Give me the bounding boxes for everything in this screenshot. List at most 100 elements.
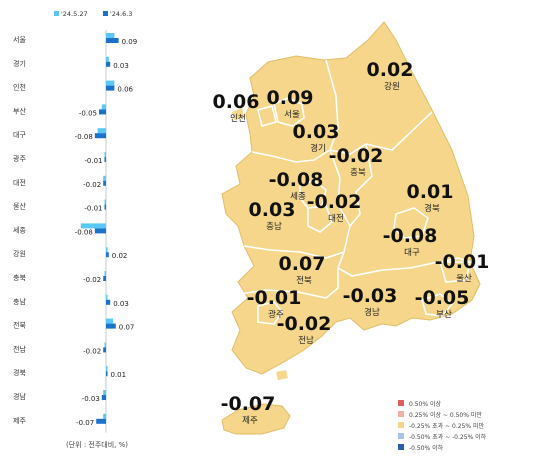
island-incheon: [232, 108, 244, 120]
value-label: 0.06: [117, 86, 133, 94]
value-label: -0.08: [75, 228, 93, 236]
category-label: 인천: [13, 83, 26, 92]
value-label: 0.03: [113, 62, 129, 70]
map-value-label: 0.01: [407, 181, 454, 203]
map-value-label: -0.05: [415, 287, 470, 309]
bar-prev: [106, 294, 108, 300]
map-region-name: 전남: [298, 335, 314, 346]
value-label: 0.07: [119, 324, 135, 332]
bar-curr: [106, 252, 109, 258]
border-daegu: [393, 207, 429, 239]
legend-row: -0.50% 초과 ~ -0.25% 이하: [398, 431, 534, 441]
map-region-name: 세종: [290, 192, 306, 202]
bar-curr: [94, 133, 106, 139]
bar-prev: [104, 199, 106, 205]
map-region-name: 제주: [242, 416, 258, 426]
legend-row: 0.25% 이상 ~ 0.50% 미만: [398, 409, 534, 419]
map-region-name: 전북: [296, 275, 312, 286]
bar-curr: [106, 38, 119, 43]
border-seoul: [273, 97, 305, 127]
category-label: 전남: [13, 344, 26, 353]
bar-curr: [106, 61, 111, 67]
map-value-label: 0.03: [249, 199, 296, 221]
bar-prev: [80, 223, 106, 229]
legend-label: 0.50% 이상: [409, 400, 442, 408]
value-label: 0.09: [122, 38, 138, 46]
value-label: -0.02: [83, 276, 101, 284]
bar-prev: [103, 413, 106, 419]
bar-prev: [104, 152, 106, 157]
category-label: 울산: [13, 202, 26, 211]
bar-curr: [94, 228, 106, 234]
value-label: -0.05: [79, 109, 97, 117]
map-value-label: 0.06: [213, 91, 260, 113]
value-label: -0.03: [82, 395, 100, 403]
bar-curr: [106, 85, 115, 91]
map-region-name: 인천: [230, 113, 246, 124]
bar-prev: [106, 366, 108, 372]
category-label: 서울: [13, 35, 26, 44]
legend-swatch: [398, 400, 404, 406]
map-value-label: -0.01: [435, 251, 490, 273]
bar-chart: '24.5.27 '24.6.3 서울 0.09 경기 0.03 인천 0.06 부산 -0.05…: [13, 10, 138, 433]
bar-prev: [106, 56, 109, 62]
legend-label: 0.25% 이상 ~ 0.50% 미만: [409, 411, 482, 419]
border-gangwon: [325, 59, 433, 155]
jeju-shape: [221, 403, 291, 435]
category-label: 전북: [13, 321, 26, 330]
map-value-label: 0.07: [279, 253, 326, 275]
map-value-label: -0.08: [383, 225, 438, 247]
bar-prev: [106, 80, 115, 86]
map-value-label: -0.02: [307, 191, 362, 213]
value-label: 0.01: [111, 371, 127, 379]
bar-curr: [104, 204, 106, 210]
bar-prev: [106, 33, 115, 38]
bar-curr: [103, 276, 106, 281]
map-land: [221, 21, 481, 435]
legend-row: -0.50% 이하: [398, 442, 534, 452]
unit-note: (단위 : 전주대비, %): [66, 441, 129, 449]
map-value-label: -0.02: [329, 145, 384, 167]
map-value-label: -0.02: [277, 313, 332, 335]
map-region-name: 경남: [364, 307, 380, 318]
island-south: [276, 370, 288, 380]
category-label: 대전: [13, 178, 26, 187]
value-label: -0.08: [75, 133, 93, 141]
bar-prev: [97, 128, 106, 134]
category-label: 경기: [13, 59, 26, 68]
bar-prev: [104, 271, 106, 276]
category-label: 강원: [13, 249, 26, 258]
legend-swatch: [398, 444, 404, 450]
category-label: 대구: [13, 131, 26, 139]
value-label: -0.01: [84, 205, 102, 213]
category-label: 충남: [13, 297, 26, 306]
border-chungnam-jeonbuk: [243, 245, 345, 259]
map-region-name: 대전: [328, 213, 344, 224]
value-label: 0.02: [112, 252, 128, 260]
bar-curr: [103, 180, 106, 186]
category-label: 세종: [13, 225, 26, 234]
border-daejeon: [307, 205, 333, 233]
border-chungbuk: [329, 149, 351, 269]
legend-label-prev: '24.5.27: [61, 10, 88, 18]
bar-prev: [103, 390, 106, 395]
bar-prev: [103, 175, 106, 181]
bar-prev: [106, 247, 108, 253]
legend-label: -0.50% 이하: [409, 444, 444, 452]
map-region-name: 부산: [436, 309, 452, 320]
bar-prev: [106, 318, 113, 324]
map-legend: 0.50% 이상 0.25% 이상 ~ 0.50% 미만 -0.25% 초과 ~…: [398, 398, 534, 453]
bar-curr: [106, 299, 111, 305]
map-value-label: -0.08: [269, 169, 324, 191]
legend-swatch: [398, 411, 404, 417]
category-label: 부산: [13, 106, 26, 115]
legend-label: -0.50% 초과 ~ -0.25% 이하: [409, 433, 487, 441]
value-label: -0.01: [84, 157, 102, 165]
map-region-name: 경북: [424, 203, 440, 214]
legend-label-curr: '24.6.3: [110, 10, 132, 18]
map-region-name: 경기: [310, 143, 326, 154]
legend-label: -0.25% 초과 ~ 0.25% 미만: [409, 422, 485, 430]
bar-curr: [106, 323, 116, 329]
bar-prev: [104, 342, 106, 348]
